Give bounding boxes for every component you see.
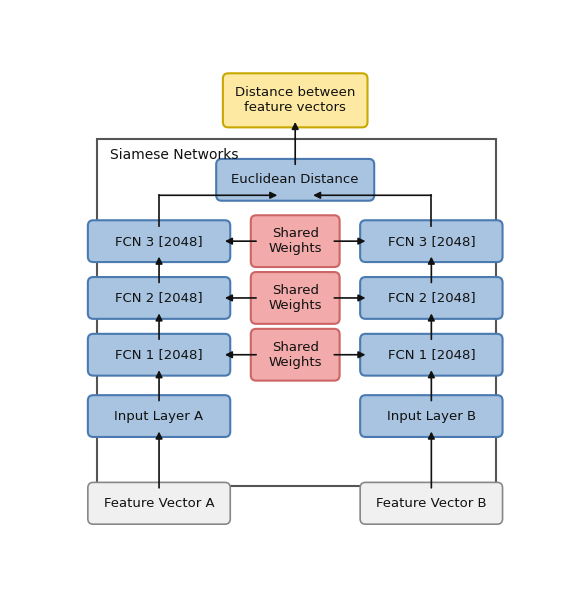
Text: FCN 1 [2048]: FCN 1 [2048] [115, 348, 203, 361]
Text: FCN 3 [2048]: FCN 3 [2048] [115, 235, 203, 248]
Text: Input Layer A: Input Layer A [115, 409, 203, 422]
Text: Shared
Weights: Shared Weights [268, 284, 322, 312]
FancyBboxPatch shape [251, 215, 340, 267]
FancyBboxPatch shape [251, 272, 340, 324]
Text: FCN 1 [2048]: FCN 1 [2048] [388, 348, 475, 361]
FancyBboxPatch shape [88, 334, 230, 376]
FancyBboxPatch shape [223, 73, 367, 127]
Text: Siamese Networks: Siamese Networks [110, 148, 238, 162]
FancyBboxPatch shape [360, 220, 502, 262]
Text: Input Layer B: Input Layer B [387, 409, 476, 422]
Text: Feature Vector A: Feature Vector A [104, 497, 214, 510]
Text: Euclidean Distance: Euclidean Distance [232, 173, 359, 186]
Text: FCN 2 [2048]: FCN 2 [2048] [388, 291, 475, 304]
FancyBboxPatch shape [251, 329, 340, 381]
Text: Feature Vector B: Feature Vector B [376, 497, 487, 510]
Text: Shared
Weights: Shared Weights [268, 341, 322, 369]
FancyBboxPatch shape [97, 139, 496, 487]
Text: FCN 3 [2048]: FCN 3 [2048] [388, 235, 475, 248]
Text: Shared
Weights: Shared Weights [268, 227, 322, 255]
Text: FCN 2 [2048]: FCN 2 [2048] [115, 291, 203, 304]
FancyBboxPatch shape [360, 483, 502, 524]
FancyBboxPatch shape [88, 483, 230, 524]
FancyBboxPatch shape [216, 159, 374, 201]
FancyBboxPatch shape [360, 395, 502, 437]
FancyBboxPatch shape [88, 277, 230, 319]
FancyBboxPatch shape [88, 395, 230, 437]
Text: Distance between
feature vectors: Distance between feature vectors [235, 86, 355, 114]
FancyBboxPatch shape [360, 277, 502, 319]
FancyBboxPatch shape [88, 220, 230, 262]
FancyBboxPatch shape [360, 334, 502, 376]
